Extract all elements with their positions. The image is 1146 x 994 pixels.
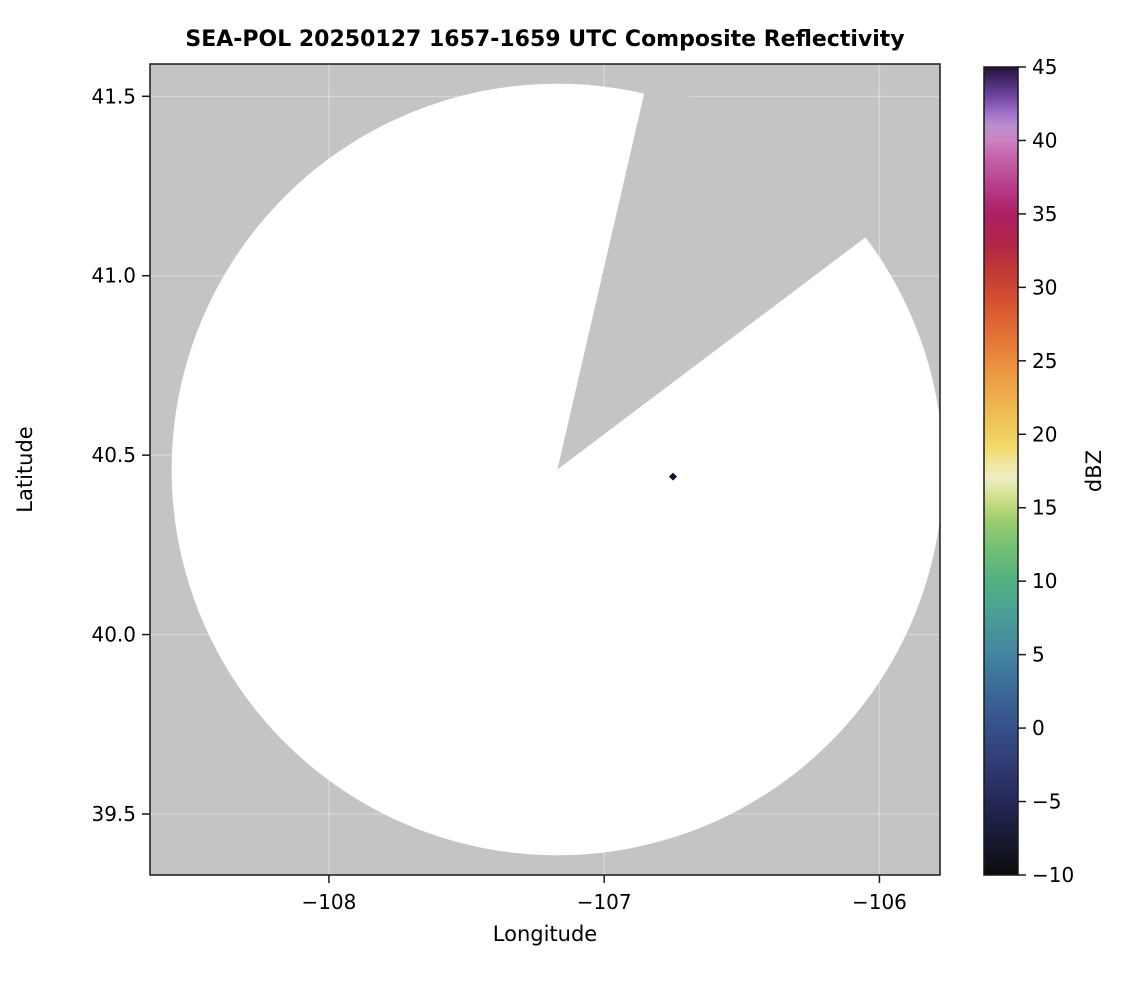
x-axis-ticks: −108 −107 −106 [301,875,907,914]
echo-markers [668,472,677,481]
colorbar-tick-label: 35 [1032,202,1057,226]
colorbar-tick-label: 40 [1032,128,1057,152]
y-tick-label: 40.5 [91,443,136,467]
x-tick-label: −107 [577,890,632,914]
y-axis-label: Latitude [13,426,37,512]
colorbar-tick-label: 0 [1032,716,1045,740]
colorbar-ticks: 45 40 35 30 25 20 15 10 5 0 −5 −10 [1018,55,1074,887]
y-tick-label: 41.5 [91,84,136,108]
colorbar-bar [983,66,1019,876]
y-axis-ticks: 41.5 41.0 40.5 40.0 39.5 [91,84,150,826]
x-tick-label: −108 [301,890,356,914]
y-tick-label: 41.0 [91,264,136,288]
plot-border [149,63,941,876]
radar-data-layer [171,83,940,856]
y-tick-label: 40.0 [91,623,136,647]
plot-area: −108 −107 −106 41.5 41.0 40.5 40.0 39.5 [91,63,941,914]
colorbar-tick-label: 15 [1032,496,1057,520]
colorbar-tick-label: 5 [1032,643,1045,667]
colorbar-tick-label: −5 [1032,790,1061,814]
x-tick-label: −106 [852,890,907,914]
colorbar-label: dBZ [1082,450,1106,492]
colorbar: 45 40 35 30 25 20 15 10 5 0 −5 −10 dBZ [983,55,1106,887]
colorbar-tick-label: 45 [1032,55,1057,79]
y-tick-label: 39.5 [91,802,136,826]
colorbar-tick-label: 25 [1032,349,1057,373]
colorbar-tick-label: 30 [1032,275,1057,299]
colorbar-tick-label: 20 [1032,422,1057,446]
colorbar-tick-label: 10 [1032,569,1057,593]
colorbar-tick-label: −10 [1032,863,1074,887]
echo-marker [668,472,677,481]
blocked-sector-wedge [557,83,874,470]
x-axis-label: Longitude [493,922,597,946]
plot-title: SEA-POL 20250127 1657-1659 UTC Composite… [185,27,904,52]
